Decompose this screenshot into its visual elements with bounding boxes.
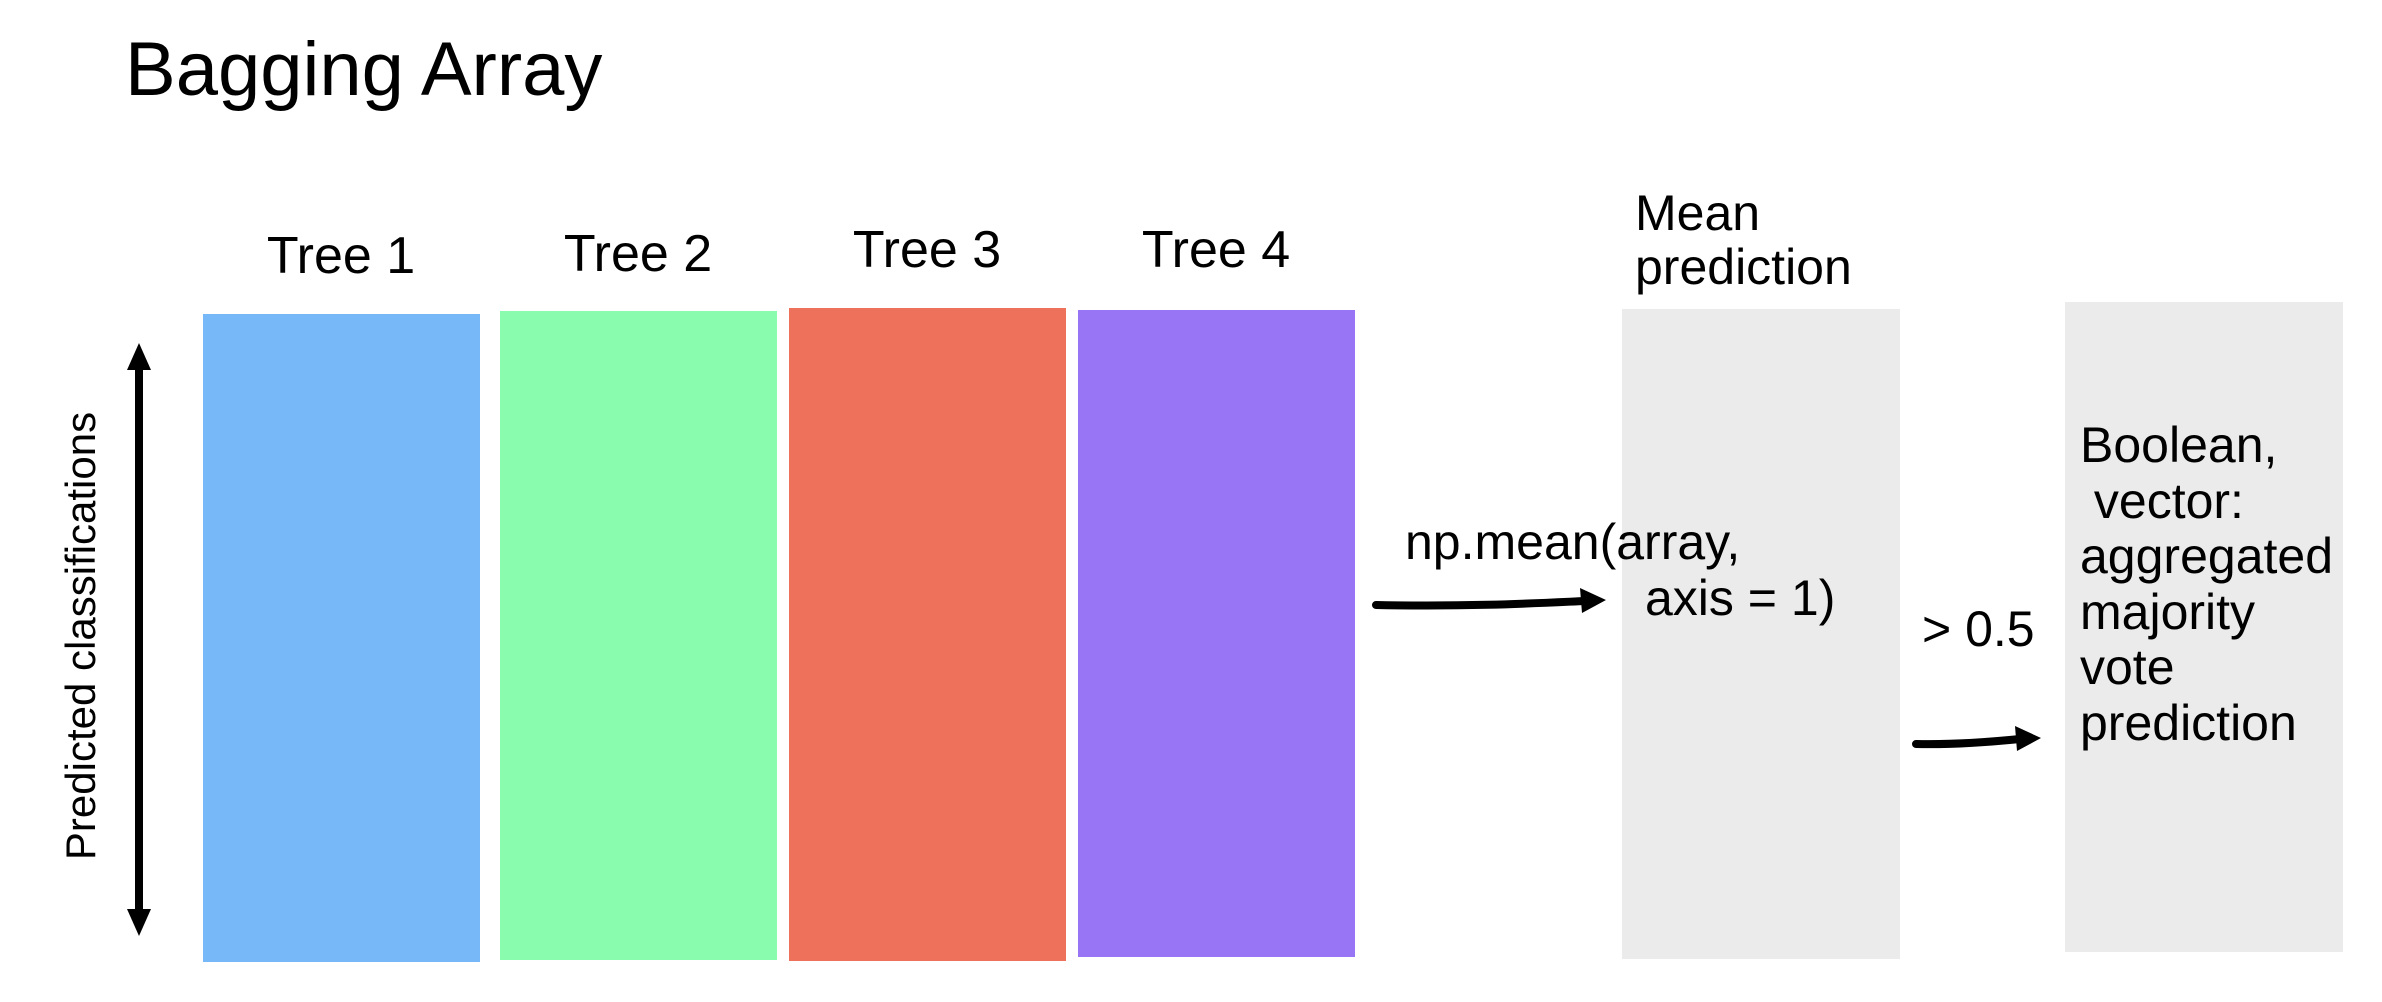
tree-4-label: Tree 4 [1141,221,1291,279]
result-line-3: aggregated [2080,528,2334,584]
operation-text-line-1: np.mean(array, [1405,514,1741,570]
operation-text-line-2: axis = 1) [1645,570,1836,626]
result-line-2: vector: [2080,472,2244,529]
result-line-4: majority [2080,583,2256,640]
result-line-1: Boolean, [2080,417,2278,473]
tree-1-bar [203,314,480,962]
result-box [2065,302,2343,952]
tree-4-bar [1078,310,1355,957]
mean-operation-arrow [1372,588,1606,613]
diagram-title: Bagging Array [125,27,603,112]
result-line-5: vote [2080,639,2175,695]
tree-2-bar [500,311,777,960]
tree-3-label: Tree 3 [852,221,1002,279]
tree-3-bar [789,308,1066,961]
result-line-6: prediction [2080,694,2297,751]
tree-1-label: Tree 1 [266,227,416,285]
mean-prediction-label: Mean prediction [1635,186,1852,294]
threshold-arrow [1912,726,2041,751]
threshold-label: > 0.5 [1922,601,2035,657]
mean-label-line-1: Mean [1635,185,1761,241]
mean-prediction-box [1622,309,1900,959]
tree-2-label: Tree 2 [563,225,713,283]
result-description: Boolean, vector: aggregated majority vot… [2080,417,2334,751]
mean-label-line-2: prediction [1635,239,1852,295]
vertical-double-arrow [127,343,151,936]
